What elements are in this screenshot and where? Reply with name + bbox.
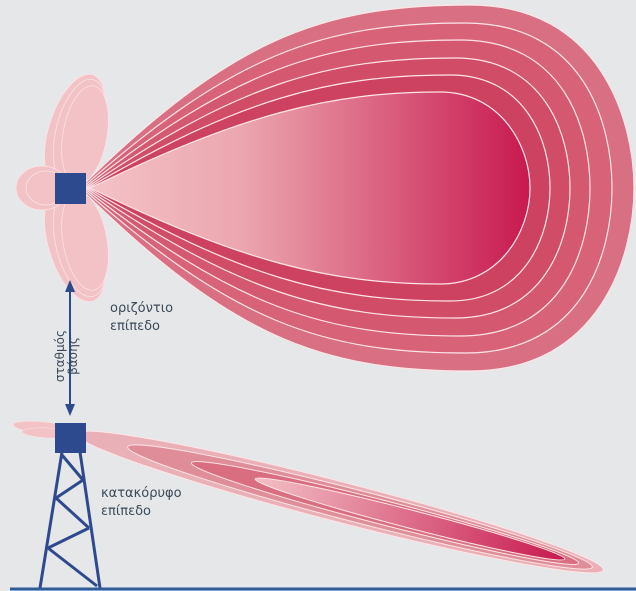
antenna-top-view [55,173,86,204]
base-station-label: σταθμός βάσης [53,328,80,384]
antenna-tower [38,451,102,589]
vertical-plane-label-line2: επίπεδο [101,504,152,519]
vertical-main-lobe [76,430,604,574]
horizontal-plane-label-line1: οριζόντιο [110,301,174,316]
base-station-arrow [65,280,75,416]
base-station-label-line2: βάσης [66,337,80,375]
horizontal-radiation-pattern [15,4,635,372]
horizontal-main-lobe [79,4,635,372]
horizontal-plane-label-line2: επίπεδο [110,319,161,334]
vertical-radiation-pattern [12,420,604,574]
vertical-plane-label: κατακόρυφο επίπεδο [101,485,182,521]
horizontal-plane-label: οριζόντιο επίπεδο [110,300,173,336]
antenna-side-view [55,423,86,453]
vertical-plane-label-line1: κατακόρυφο [101,486,182,501]
